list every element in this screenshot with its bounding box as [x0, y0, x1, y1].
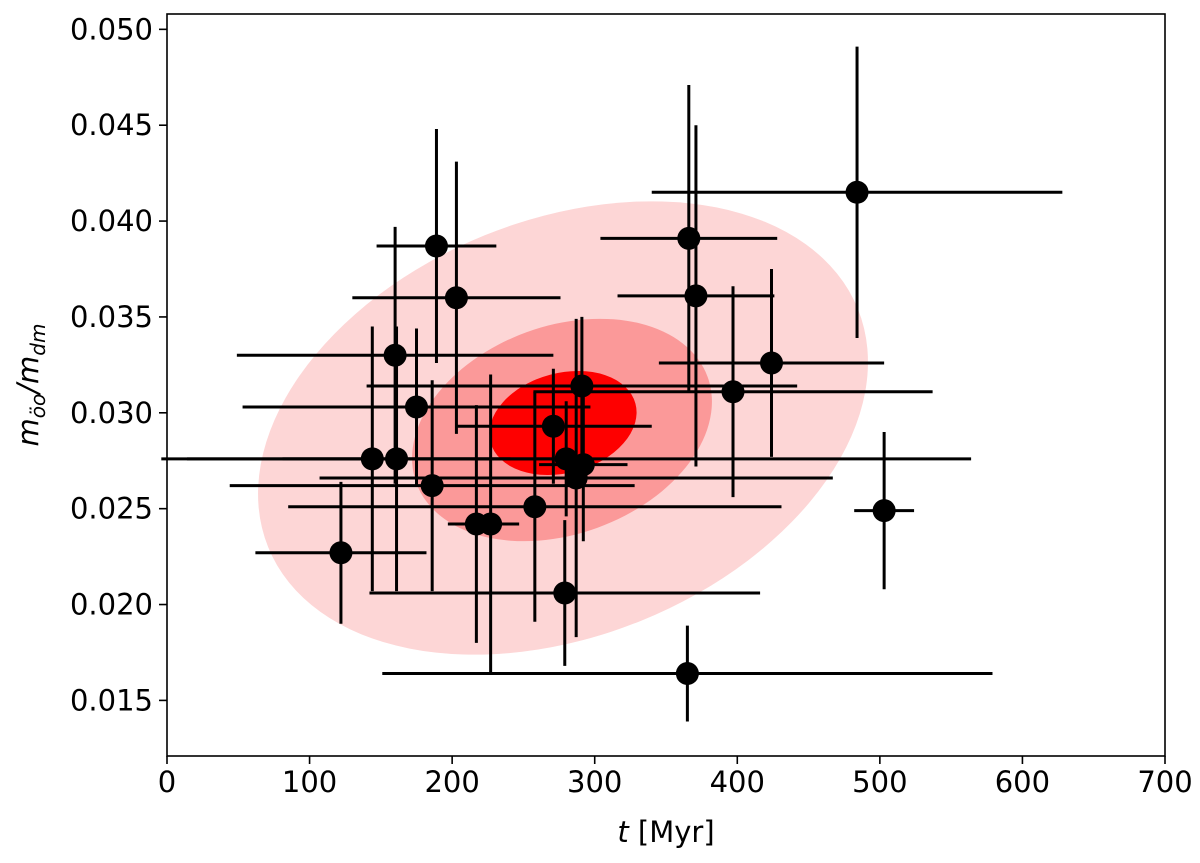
y-tick-label: 0.035 — [70, 300, 153, 334]
x-label-part: t — [617, 815, 630, 849]
data-point — [424, 234, 448, 258]
y-label-sub: dm — [26, 324, 50, 356]
data-point — [845, 180, 869, 204]
plot-frame — [166, 13, 1166, 757]
x-tick-label: 0 — [158, 765, 176, 799]
data-point — [523, 495, 547, 519]
data-point — [541, 414, 565, 438]
y-tick-label: 0.020 — [70, 588, 153, 622]
y-tick-label: 0.040 — [70, 204, 153, 238]
data-point — [385, 447, 409, 471]
x-axis-label: t [Myr] — [617, 815, 714, 849]
y-tick-label: 0.030 — [70, 396, 153, 430]
data-point — [444, 286, 468, 310]
data-point — [760, 351, 784, 375]
x-tick-label: 500 — [852, 765, 907, 799]
x-tick-label: 700 — [1137, 765, 1192, 799]
data-point — [405, 395, 428, 419]
data-point — [570, 374, 594, 398]
data-point — [329, 541, 353, 565]
data-point — [360, 447, 384, 471]
y-axis-label: möo/mdm — [11, 324, 50, 447]
y-label-part: /m — [11, 356, 45, 397]
data-point — [872, 499, 896, 523]
x-tick-label: 300 — [567, 765, 622, 799]
data-point — [553, 581, 577, 605]
x-tick-label: 400 — [710, 765, 765, 799]
data-point — [721, 380, 745, 404]
data-point — [479, 512, 503, 536]
y-label-sub: öo — [26, 394, 50, 418]
y-tick-label: 0.045 — [70, 108, 153, 142]
marks — [161, 46, 1063, 722]
data-point — [675, 662, 699, 686]
data-point — [420, 474, 444, 498]
data-point — [383, 343, 407, 367]
y-tick-label: 0.025 — [70, 492, 153, 526]
y-tick-label: 0.050 — [70, 12, 153, 46]
data-point — [684, 284, 708, 308]
x-tick-label: 100 — [282, 765, 337, 799]
y-label-part: m — [11, 418, 45, 446]
x-label-part: [Myr] — [629, 815, 715, 849]
data-point — [677, 226, 701, 250]
x-tick-label: 600 — [995, 765, 1050, 799]
y-tick-label: 0.015 — [70, 683, 153, 717]
x-tick-label: 200 — [424, 765, 479, 799]
data-point — [564, 466, 588, 490]
